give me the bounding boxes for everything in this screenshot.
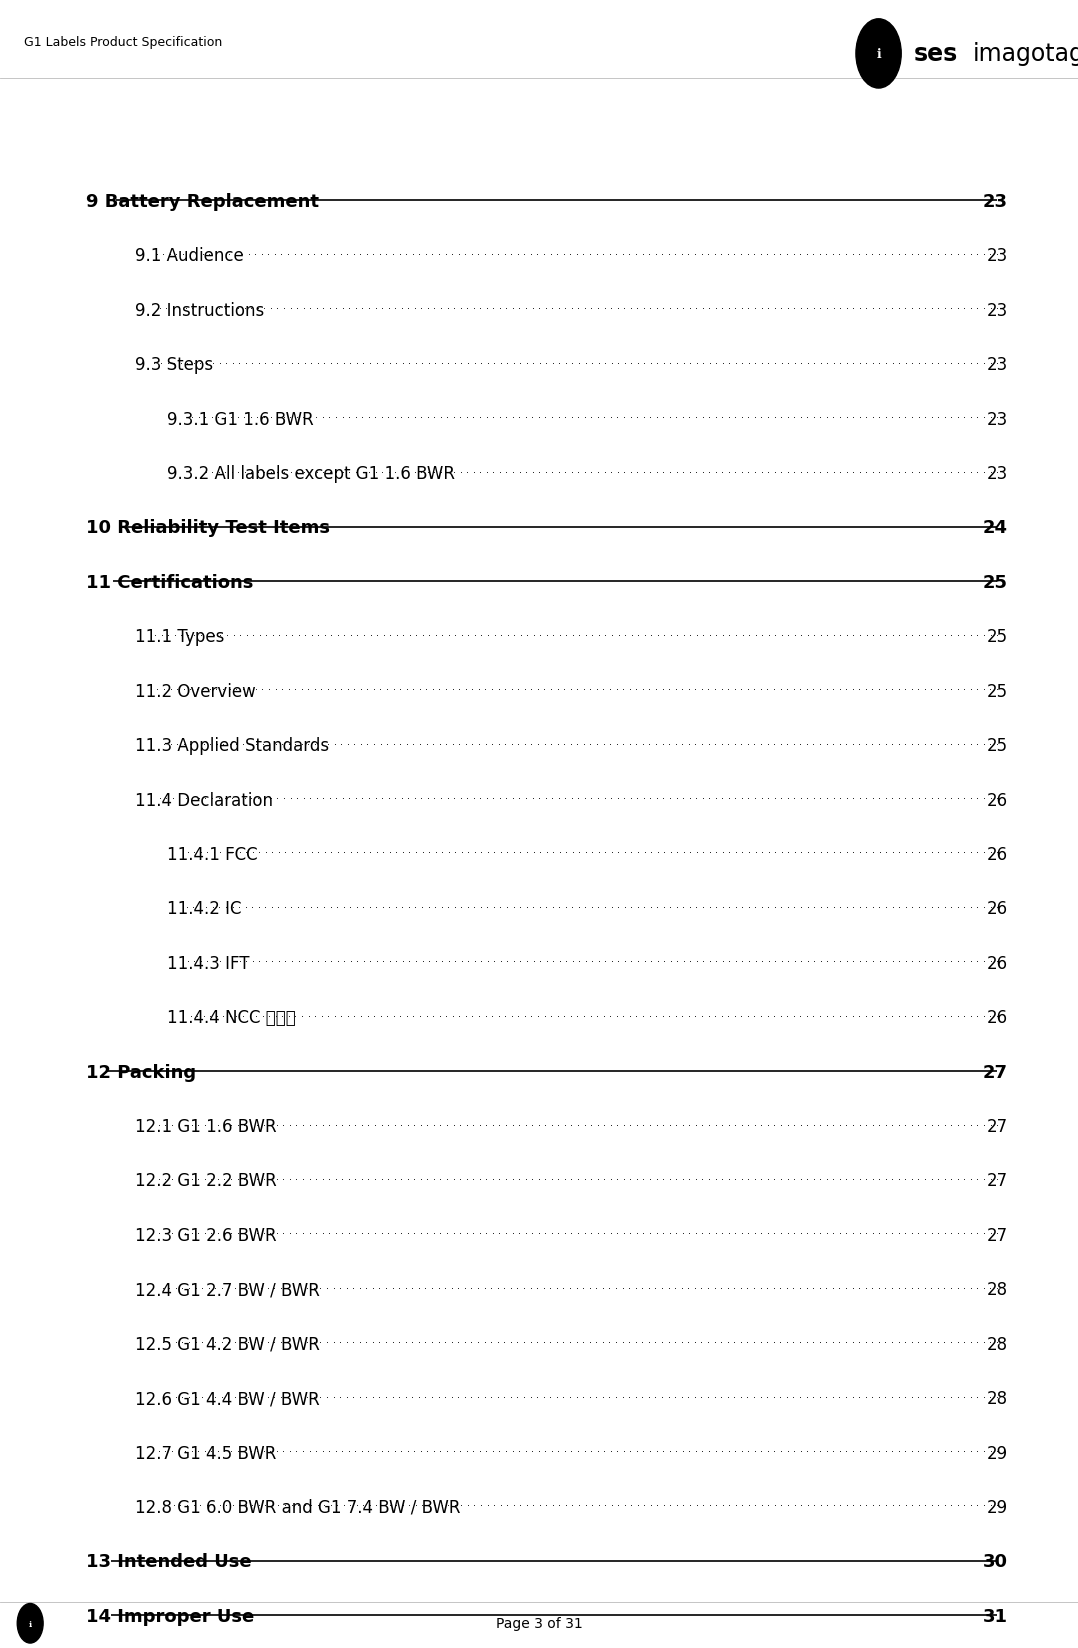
Text: 12.8 G1 6.0 BWR and G1 7.4 BW / BWR: 12.8 G1 6.0 BWR and G1 7.4 BW / BWR — [135, 1498, 460, 1516]
Text: 12 Packing: 12 Packing — [86, 1063, 196, 1081]
Text: 11.4.1 FCC: 11.4.1 FCC — [167, 845, 258, 864]
Text: 12.7 G1 4.5 BWR: 12.7 G1 4.5 BWR — [135, 1444, 276, 1462]
Circle shape — [856, 20, 901, 89]
Text: 13 Intended Use: 13 Intended Use — [86, 1552, 252, 1571]
Text: 28: 28 — [986, 1389, 1008, 1407]
Text: 11 Certifications: 11 Certifications — [86, 574, 253, 592]
Text: 12.5 G1 4.2 BW / BWR: 12.5 G1 4.2 BW / BWR — [135, 1335, 319, 1353]
Circle shape — [17, 1604, 43, 1643]
Text: 23: 23 — [986, 410, 1008, 428]
Text: 11.4.2 IC: 11.4.2 IC — [167, 900, 241, 918]
Text: 29: 29 — [986, 1498, 1008, 1516]
Text: 28: 28 — [986, 1335, 1008, 1353]
Text: 27: 27 — [986, 1172, 1008, 1190]
Text: 26: 26 — [986, 900, 1008, 918]
Text: 12.3 G1 2.6 BWR: 12.3 G1 2.6 BWR — [135, 1226, 276, 1244]
Text: 12.1 G1 1.6 BWR: 12.1 G1 1.6 BWR — [135, 1117, 276, 1135]
Text: 25: 25 — [986, 737, 1008, 755]
Text: 11.3 Applied Standards: 11.3 Applied Standards — [135, 737, 329, 755]
Text: 26: 26 — [986, 954, 1008, 972]
Text: 25: 25 — [983, 574, 1008, 592]
Text: 9.3 Steps: 9.3 Steps — [135, 356, 212, 374]
Text: 24: 24 — [983, 519, 1008, 537]
Text: 12.6 G1 4.4 BW / BWR: 12.6 G1 4.4 BW / BWR — [135, 1389, 319, 1407]
Text: 26: 26 — [986, 791, 1008, 809]
Text: 12.2 G1 2.2 BWR: 12.2 G1 2.2 BWR — [135, 1172, 276, 1190]
Text: 23: 23 — [986, 465, 1008, 483]
Text: G1 Labels Product Specification: G1 Labels Product Specification — [24, 36, 222, 49]
Text: 25: 25 — [986, 682, 1008, 700]
Text: 30: 30 — [983, 1552, 1008, 1571]
Text: 9.2 Instructions: 9.2 Instructions — [135, 302, 264, 320]
Text: 25: 25 — [986, 628, 1008, 646]
Text: 11.4.4 NCC 警語：: 11.4.4 NCC 警語： — [167, 1009, 295, 1027]
Text: 11.2 Overview: 11.2 Overview — [135, 682, 255, 700]
Text: 27: 27 — [986, 1226, 1008, 1244]
Text: 9 Battery Replacement: 9 Battery Replacement — [86, 193, 319, 211]
Text: 11.1 Types: 11.1 Types — [135, 628, 224, 646]
Text: 29: 29 — [986, 1444, 1008, 1462]
Text: 28: 28 — [986, 1280, 1008, 1299]
Text: ℹ: ℹ — [29, 1618, 31, 1628]
Text: 14 Improper Use: 14 Improper Use — [86, 1607, 254, 1625]
Text: 11.4 Declaration: 11.4 Declaration — [135, 791, 273, 809]
Text: 9.1 Audience: 9.1 Audience — [135, 247, 244, 265]
Text: 9.3.2 All labels except G1 1.6 BWR: 9.3.2 All labels except G1 1.6 BWR — [167, 465, 455, 483]
Text: 26: 26 — [986, 1009, 1008, 1027]
Text: 12.4 G1 2.7 BW / BWR: 12.4 G1 2.7 BW / BWR — [135, 1280, 319, 1299]
Text: 23: 23 — [986, 356, 1008, 374]
Text: 23: 23 — [983, 193, 1008, 211]
Text: 27: 27 — [986, 1117, 1008, 1135]
Text: Page 3 of 31: Page 3 of 31 — [496, 1617, 582, 1630]
Text: 27: 27 — [983, 1063, 1008, 1081]
Text: 10 Reliability Test Items: 10 Reliability Test Items — [86, 519, 330, 537]
Text: 31: 31 — [983, 1607, 1008, 1625]
Text: ses: ses — [914, 43, 958, 66]
Text: 9.3.1 G1 1.6 BWR: 9.3.1 G1 1.6 BWR — [167, 410, 314, 428]
Text: ℹ: ℹ — [876, 48, 881, 61]
Text: 23: 23 — [986, 302, 1008, 320]
Text: 11.4.3 IFT: 11.4.3 IFT — [167, 954, 250, 972]
Text: imagotag: imagotag — [972, 43, 1078, 66]
Text: 23: 23 — [986, 247, 1008, 265]
Text: 26: 26 — [986, 845, 1008, 864]
